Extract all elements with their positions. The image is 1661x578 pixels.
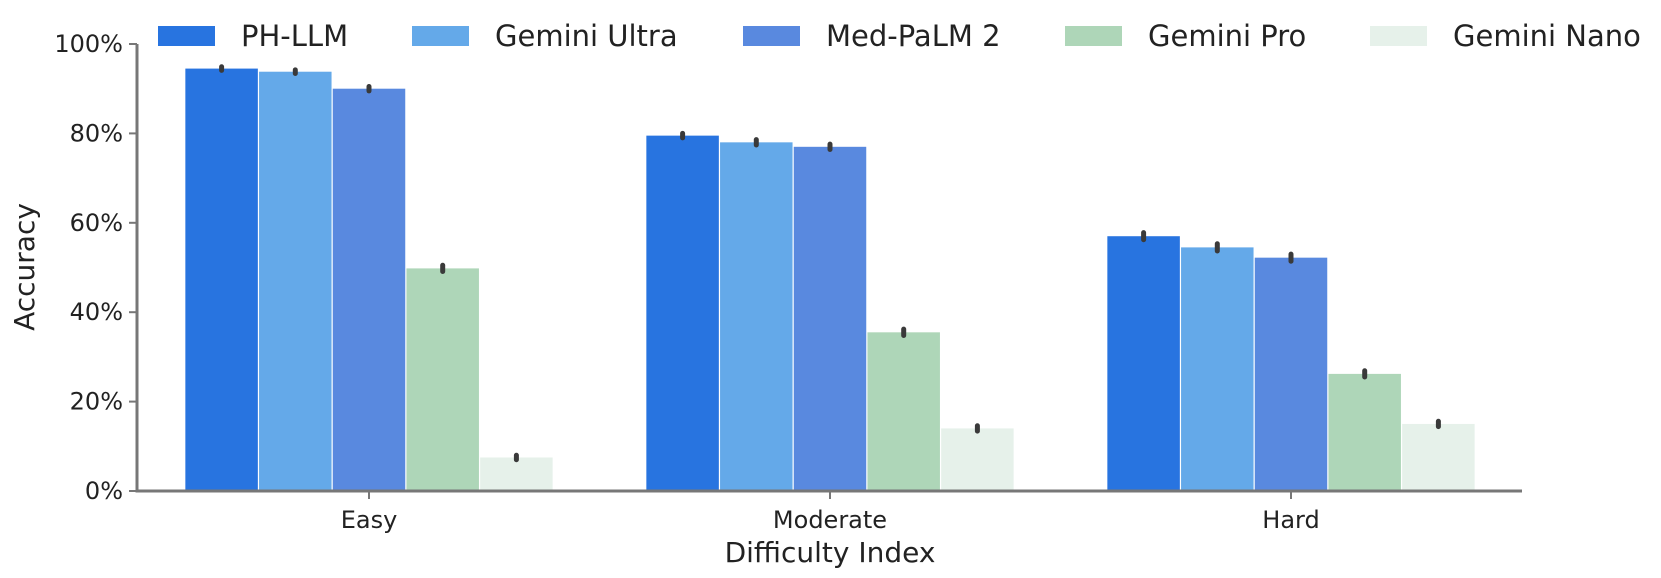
legend-swatch xyxy=(412,26,469,46)
legend-item-med-palm-2: Med-PaLM 2 xyxy=(743,19,1001,53)
x-tick-label: Easy xyxy=(341,506,398,534)
error-bars-layer xyxy=(219,64,1441,463)
x-tick-label: Hard xyxy=(1262,506,1319,534)
bar-ph-llm-moderate xyxy=(646,135,719,491)
bars-layer xyxy=(185,68,1475,492)
legend-item-ph-llm: PH-LLM xyxy=(158,19,348,53)
y-tick-label: 100% xyxy=(54,30,123,58)
legend-label: Gemini Pro xyxy=(1148,19,1306,53)
y-tick-label: 80% xyxy=(70,119,123,147)
bar-gemini-ultra-moderate xyxy=(720,142,793,491)
legend-item-gemini-ultra: Gemini Ultra xyxy=(412,19,678,53)
y-tick-label: 20% xyxy=(70,388,123,416)
bar-med-palm-2-hard xyxy=(1254,257,1328,491)
legend-label: Gemini Ultra xyxy=(495,19,678,53)
bar-med-palm-2-easy xyxy=(332,88,406,491)
y-axis-ticks: 0% 20% 40% 60% 80% 100% xyxy=(54,30,137,505)
legend-item-gemini-nano: Gemini Nano xyxy=(1370,19,1641,53)
bar-gemini-nano-hard xyxy=(1402,423,1475,491)
legend: PH-LLM Gemini Ultra Med-PaLM 2 Gemini Pro Ge… xyxy=(158,19,1641,53)
bar-gemini-nano-easy xyxy=(480,457,553,491)
legend-item-gemini-pro: Gemini Pro xyxy=(1065,19,1306,53)
y-tick-label: 40% xyxy=(70,298,123,326)
x-axis-ticks: Easy Moderate Hard xyxy=(341,491,1320,534)
legend-label: PH-LLM xyxy=(241,19,348,53)
bar-gemini-ultra-easy xyxy=(259,71,332,492)
bar-gemini-pro-easy xyxy=(406,268,479,491)
legend-swatch xyxy=(743,26,800,46)
y-tick-label: 0% xyxy=(85,477,123,505)
x-axis-title: Difficulty Index xyxy=(725,536,936,569)
legend-swatch xyxy=(158,26,215,46)
legend-label: Med-PaLM 2 xyxy=(826,19,1001,53)
bar-med-palm-2-moderate xyxy=(793,146,867,491)
bar-gemini-ultra-hard xyxy=(1181,247,1254,491)
bar-ph-llm-easy xyxy=(185,68,258,492)
y-tick-label: 60% xyxy=(70,209,123,237)
legend-swatch xyxy=(1065,26,1122,46)
y-axis-title: Accuracy xyxy=(8,203,41,331)
legend-swatch xyxy=(1370,26,1427,46)
bar-gemini-pro-moderate xyxy=(867,332,940,491)
bar-gemini-pro-hard xyxy=(1328,373,1401,491)
legend-label: Gemini Nano xyxy=(1453,19,1641,53)
bar-ph-llm-hard xyxy=(1107,236,1180,491)
bar-gemini-nano-moderate xyxy=(941,428,1014,491)
x-tick-label: Moderate xyxy=(773,506,887,534)
